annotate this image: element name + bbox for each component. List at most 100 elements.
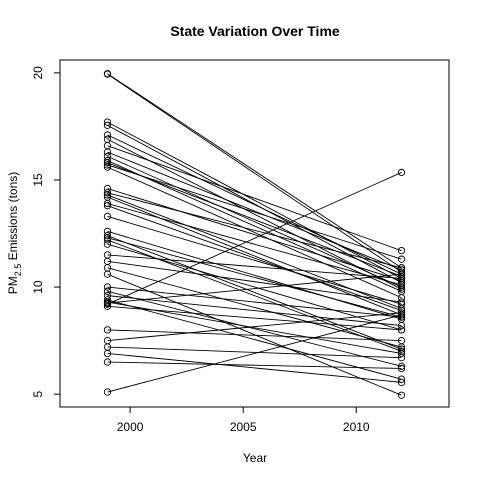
y-tick-label: 5 bbox=[31, 390, 45, 397]
data-point bbox=[103, 264, 112, 272]
data-point bbox=[103, 131, 112, 139]
data-point bbox=[103, 191, 112, 199]
y-tick-label: 20 bbox=[31, 66, 45, 80]
data-point bbox=[397, 345, 406, 353]
data-point bbox=[103, 201, 112, 210]
data-point bbox=[397, 272, 406, 280]
series-line-8 bbox=[107, 151, 402, 271]
series-line-19 bbox=[107, 205, 402, 312]
data-point bbox=[103, 159, 112, 167]
series-line-17 bbox=[107, 196, 402, 316]
data-point bbox=[103, 358, 112, 366]
data-point bbox=[397, 168, 406, 177]
data-point bbox=[397, 311, 406, 319]
data-point bbox=[103, 287, 112, 295]
data-point bbox=[103, 70, 112, 78]
series-line-20 bbox=[107, 215, 402, 305]
series-line-33 bbox=[107, 299, 402, 380]
data-point bbox=[397, 270, 406, 278]
y-axis: 5 10 15 20 bbox=[31, 66, 60, 397]
series-line-22 bbox=[107, 235, 402, 350]
data-point bbox=[103, 326, 112, 334]
data-point bbox=[397, 354, 406, 362]
series-line-21 bbox=[107, 230, 402, 320]
plot-frame bbox=[59, 59, 450, 408]
x-axis-label: Year bbox=[243, 451, 267, 465]
data-point bbox=[103, 388, 112, 396]
series-line-10 bbox=[107, 160, 402, 292]
data-point bbox=[103, 283, 112, 291]
x-tick-label: 2000 bbox=[117, 420, 144, 434]
series-line-38 bbox=[107, 329, 402, 342]
series-line-18 bbox=[107, 203, 402, 286]
data-point bbox=[397, 298, 406, 306]
data-points bbox=[103, 70, 406, 399]
data-point bbox=[397, 285, 406, 293]
series-line-42 bbox=[107, 361, 402, 369]
data-point bbox=[103, 270, 112, 278]
series-line-23 bbox=[107, 237, 402, 318]
x-axis: 2000 2005 2010 bbox=[117, 407, 370, 434]
data-point bbox=[103, 118, 112, 126]
series-line-1 bbox=[107, 73, 402, 269]
series-lines bbox=[107, 73, 402, 396]
data-point bbox=[397, 321, 406, 330]
data-point bbox=[397, 364, 406, 373]
series-line-30 bbox=[107, 286, 402, 318]
series-line-40 bbox=[107, 346, 402, 359]
y-axis-label-suffix: Emissions (tons) bbox=[6, 172, 20, 264]
series-line-2 bbox=[107, 73, 402, 273]
data-point bbox=[103, 189, 112, 197]
data-point bbox=[397, 255, 406, 263]
y-axis-label-subscript: 2.5 bbox=[13, 264, 23, 277]
y-axis-label-prefix: PM bbox=[6, 276, 20, 294]
series-line-39 bbox=[107, 312, 402, 342]
series-line-6 bbox=[107, 138, 402, 290]
data-point bbox=[397, 274, 406, 283]
y-tick-label: 10 bbox=[31, 280, 45, 294]
data-point bbox=[103, 300, 112, 308]
data-point bbox=[103, 148, 112, 156]
data-point bbox=[397, 300, 406, 308]
series-line-29 bbox=[107, 273, 402, 396]
data-point bbox=[103, 163, 112, 171]
series-line-27 bbox=[107, 260, 402, 303]
x-tick-label: 2005 bbox=[230, 420, 257, 434]
series-line-32 bbox=[107, 295, 402, 327]
data-point bbox=[103, 302, 112, 310]
data-point bbox=[397, 349, 406, 358]
series-line-41 bbox=[107, 353, 402, 383]
data-point bbox=[397, 378, 406, 387]
series-line-15 bbox=[107, 192, 402, 269]
data-point bbox=[397, 391, 406, 399]
y-tick-label: 15 bbox=[31, 173, 45, 187]
data-point bbox=[103, 212, 112, 221]
data-point bbox=[103, 231, 112, 240]
data-point bbox=[103, 236, 112, 244]
series-line-31 bbox=[107, 290, 402, 367]
data-point bbox=[397, 313, 406, 321]
data-point bbox=[103, 161, 112, 169]
data-point bbox=[397, 326, 406, 334]
data-point bbox=[103, 349, 112, 358]
series-line-14 bbox=[107, 188, 402, 282]
data-point bbox=[397, 336, 406, 345]
y-axis-label: PM2.5 Emissions (tons) bbox=[6, 172, 23, 295]
series-line-12 bbox=[107, 164, 402, 260]
data-point bbox=[397, 246, 406, 255]
x-tick-label: 2010 bbox=[343, 420, 370, 434]
chart-title: State Variation Over Time bbox=[170, 23, 340, 39]
series-line-3 bbox=[107, 121, 402, 279]
data-point bbox=[397, 309, 406, 317]
data-point bbox=[397, 362, 406, 370]
data-point bbox=[103, 240, 112, 248]
data-point bbox=[103, 121, 112, 129]
series-line-5 bbox=[107, 134, 402, 275]
series-line-13 bbox=[107, 166, 402, 299]
series-line-43 bbox=[107, 314, 402, 393]
series-line-35 bbox=[107, 273, 402, 304]
series-line-36 bbox=[107, 172, 402, 305]
series-line-28 bbox=[107, 267, 402, 348]
